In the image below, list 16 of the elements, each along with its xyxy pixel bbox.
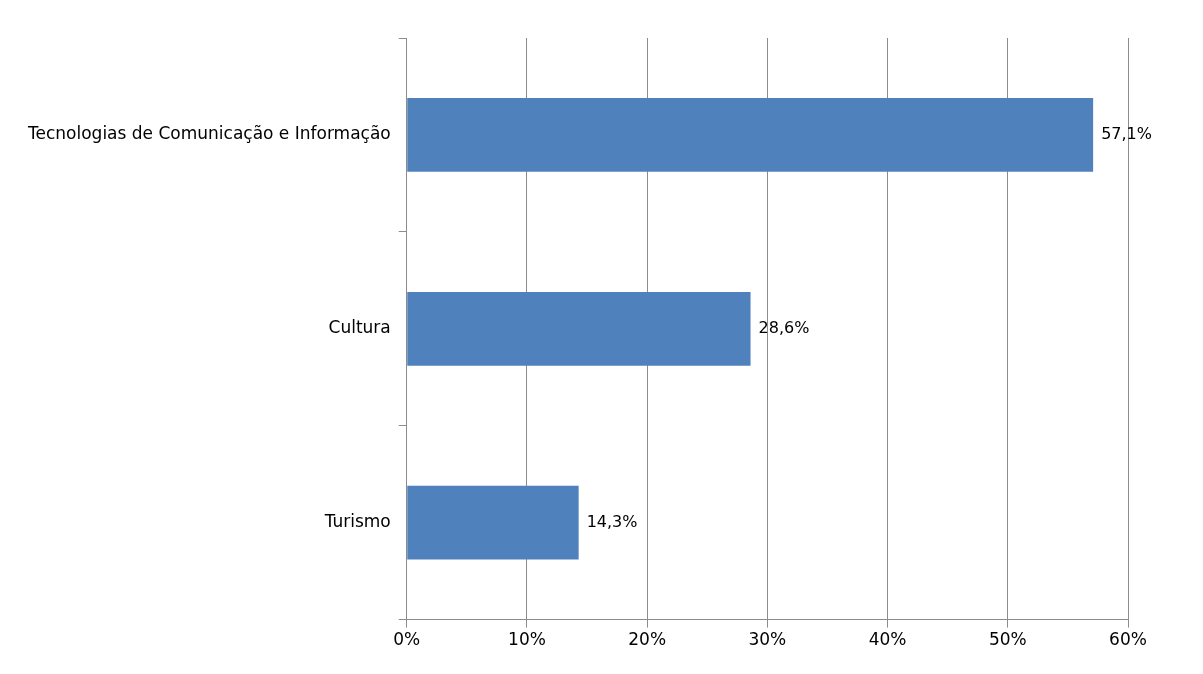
x-tick-label: 20% [628,629,667,650]
x-tick-label: 10% [508,629,546,650]
data-label: 28,6% [758,317,810,337]
y-tick-label: Cultura [328,317,391,338]
x-tick-label: 50% [988,629,1027,650]
bar [407,485,579,560]
y-tick-label: Tecnologias de Comunicação e Informação [26,123,391,144]
x-tick-label: 30% [748,629,787,650]
x-tick-label: 60% [1109,629,1147,650]
bar [407,98,1094,172]
bar [407,291,751,366]
x-tick-label: 0% [393,629,421,650]
data-label: 14,3% [586,511,638,531]
data-label: 57,1% [1101,124,1152,144]
x-tick-label: 40% [868,629,907,650]
y-tick-label: Turismo [323,511,391,532]
